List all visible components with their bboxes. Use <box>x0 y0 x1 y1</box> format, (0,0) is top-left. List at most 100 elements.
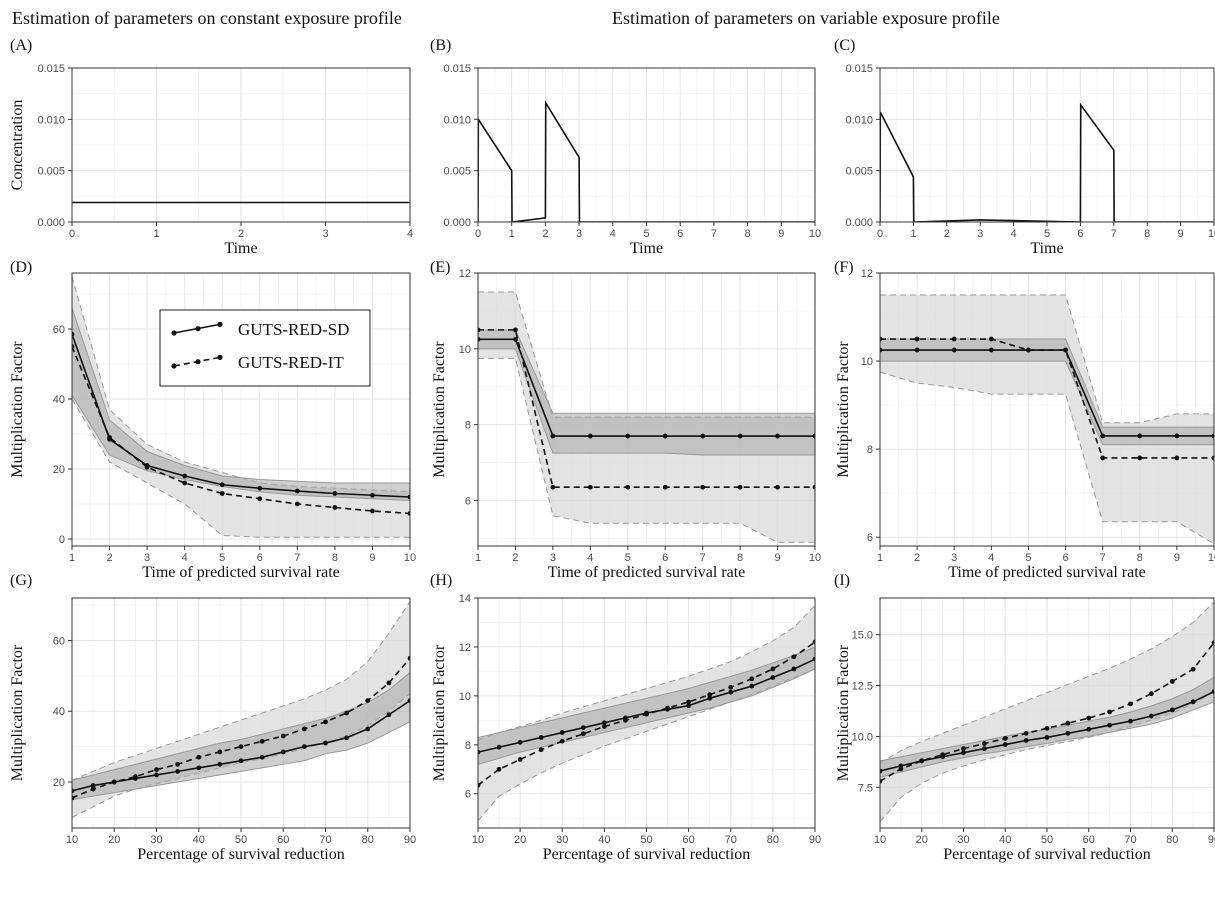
data-point-sd <box>550 433 556 439</box>
x-tick-label: 30 <box>150 834 162 846</box>
data-point-it <box>550 484 556 490</box>
x-tick-label: 20 <box>916 834 928 846</box>
x-tick-label: 9 <box>778 228 784 240</box>
x-tick-label: 10 <box>1208 228 1215 240</box>
x-tick-label: 8 <box>1144 228 1150 240</box>
x-tick-label: 4 <box>610 228 616 240</box>
x-tick-label: 8 <box>1137 552 1143 564</box>
series-line-it <box>880 338 1214 459</box>
y-tick-label: 0.015 <box>845 63 873 75</box>
x-tick-label: 2 <box>542 228 548 240</box>
ci-edge-sd-lower <box>880 360 1214 446</box>
x-tick-label: 60 <box>683 834 695 846</box>
data-point-it <box>775 484 780 490</box>
data-point-it <box>257 496 263 502</box>
x-tick-label: 0 <box>877 228 883 240</box>
x-tick-label: 40 <box>999 834 1011 846</box>
data-point-it <box>737 484 743 490</box>
data-point-sd <box>280 749 286 755</box>
data-point-it <box>301 726 307 732</box>
x-axis-title: Time <box>630 240 663 257</box>
data-point-sd <box>880 768 883 774</box>
x-tick-label: 3 <box>977 228 983 240</box>
x-tick-label: 3 <box>322 228 328 240</box>
x-tick-label: 4 <box>587 552 593 564</box>
y-tick-label: 60 <box>53 324 65 336</box>
data-point-it <box>196 754 202 760</box>
ci-edge-sd-lower <box>880 701 1214 778</box>
x-tick-label: 5 <box>643 228 649 240</box>
data-point-it <box>623 717 628 723</box>
y-tick-label: 0.015 <box>443 63 471 75</box>
panel-frame <box>477 272 816 547</box>
x-axis-title: Time of predicted survival rate <box>548 564 746 581</box>
legend-item-it-label: GUTS-RED-IT <box>238 353 344 372</box>
data-point-it <box>951 336 957 342</box>
data-point-sd <box>662 433 668 439</box>
x-tick-label: 3 <box>550 552 556 564</box>
data-point-it <box>914 336 920 342</box>
x-tick-label: 10 <box>874 834 886 846</box>
x-tick-label: 9 <box>369 552 375 564</box>
data-point-sd <box>1211 689 1214 695</box>
data-point-sd <box>1107 722 1113 728</box>
legend-item-it-marker <box>217 354 223 360</box>
data-point-it <box>323 719 328 725</box>
ci-edge-it-upper <box>72 601 410 781</box>
x-tick-label: 3 <box>144 552 150 564</box>
panel-frame <box>879 272 1215 547</box>
data-point-it <box>981 741 987 746</box>
data-point-sd <box>238 758 244 764</box>
y-tick-label: 8 <box>867 444 873 456</box>
y-tick-label: 0.000 <box>443 217 471 229</box>
legend-item-sd-label: GUTS-RED-SD <box>238 320 349 339</box>
y-tick-label: 0.005 <box>845 166 873 178</box>
x-tick-label: 10 <box>1208 552 1215 564</box>
x-tick-label: 7 <box>700 552 706 564</box>
x-tick-label: 1 <box>509 228 515 240</box>
data-point-sd <box>1190 699 1196 705</box>
legend: GUTS-RED-SD GUTS-RED-IT <box>159 309 371 387</box>
data-point-sd <box>880 347 883 353</box>
data-point-it <box>72 795 75 801</box>
ci-band-it <box>880 602 1214 822</box>
x-tick-label: 1 <box>153 228 159 240</box>
data-point-it <box>219 491 225 496</box>
data-point-sd <box>737 433 743 439</box>
data-point-it <box>988 336 994 342</box>
x-tick-label: 0 <box>475 228 481 240</box>
x-tick-label: 10 <box>809 228 821 240</box>
y-tick-label: 7.5 <box>858 782 873 794</box>
panel-label: (F) <box>834 259 854 276</box>
ci-edge-sd-lower <box>72 395 410 501</box>
data-point-sd <box>775 433 780 439</box>
ci-edge-sd-upper <box>478 646 815 738</box>
data-point-it <box>686 699 692 705</box>
data-point-sd <box>154 772 159 778</box>
data-point-it <box>1137 455 1143 461</box>
data-point-it <box>1026 347 1031 353</box>
data-point-it <box>812 639 815 645</box>
data-point-it <box>332 505 338 510</box>
x-tick-label: 4 <box>182 552 188 564</box>
data-point-it <box>880 778 883 784</box>
data-point-sd <box>981 746 987 752</box>
data-point-sd <box>407 494 410 500</box>
x-axis-title: Time of predicted survival rate <box>948 564 1146 581</box>
data-point-sd <box>478 749 481 755</box>
data-point-sd <box>749 683 755 689</box>
x-tick-label: 40 <box>598 834 610 846</box>
ci-edge-sd-lower <box>478 348 815 456</box>
data-point-sd <box>686 703 692 709</box>
data-point-it <box>259 738 265 744</box>
data-point-it <box>940 752 946 758</box>
panel-h: (H) 10 20 30 40 50 60 70 80 90 6 8 10 12 14 Percentage … <box>430 572 821 863</box>
concentration-line <box>880 102 1214 222</box>
data-point-it <box>72 344 75 349</box>
y-tick-label: 6 <box>465 496 471 508</box>
data-point-it <box>791 654 797 660</box>
y-tick-label: 20 <box>53 777 65 789</box>
panel-a: (A) 0 1 2 3 4 0.000 0.005 0.010 0.015 Time Concentr… <box>9 37 413 257</box>
data-point-it <box>1023 730 1029 736</box>
